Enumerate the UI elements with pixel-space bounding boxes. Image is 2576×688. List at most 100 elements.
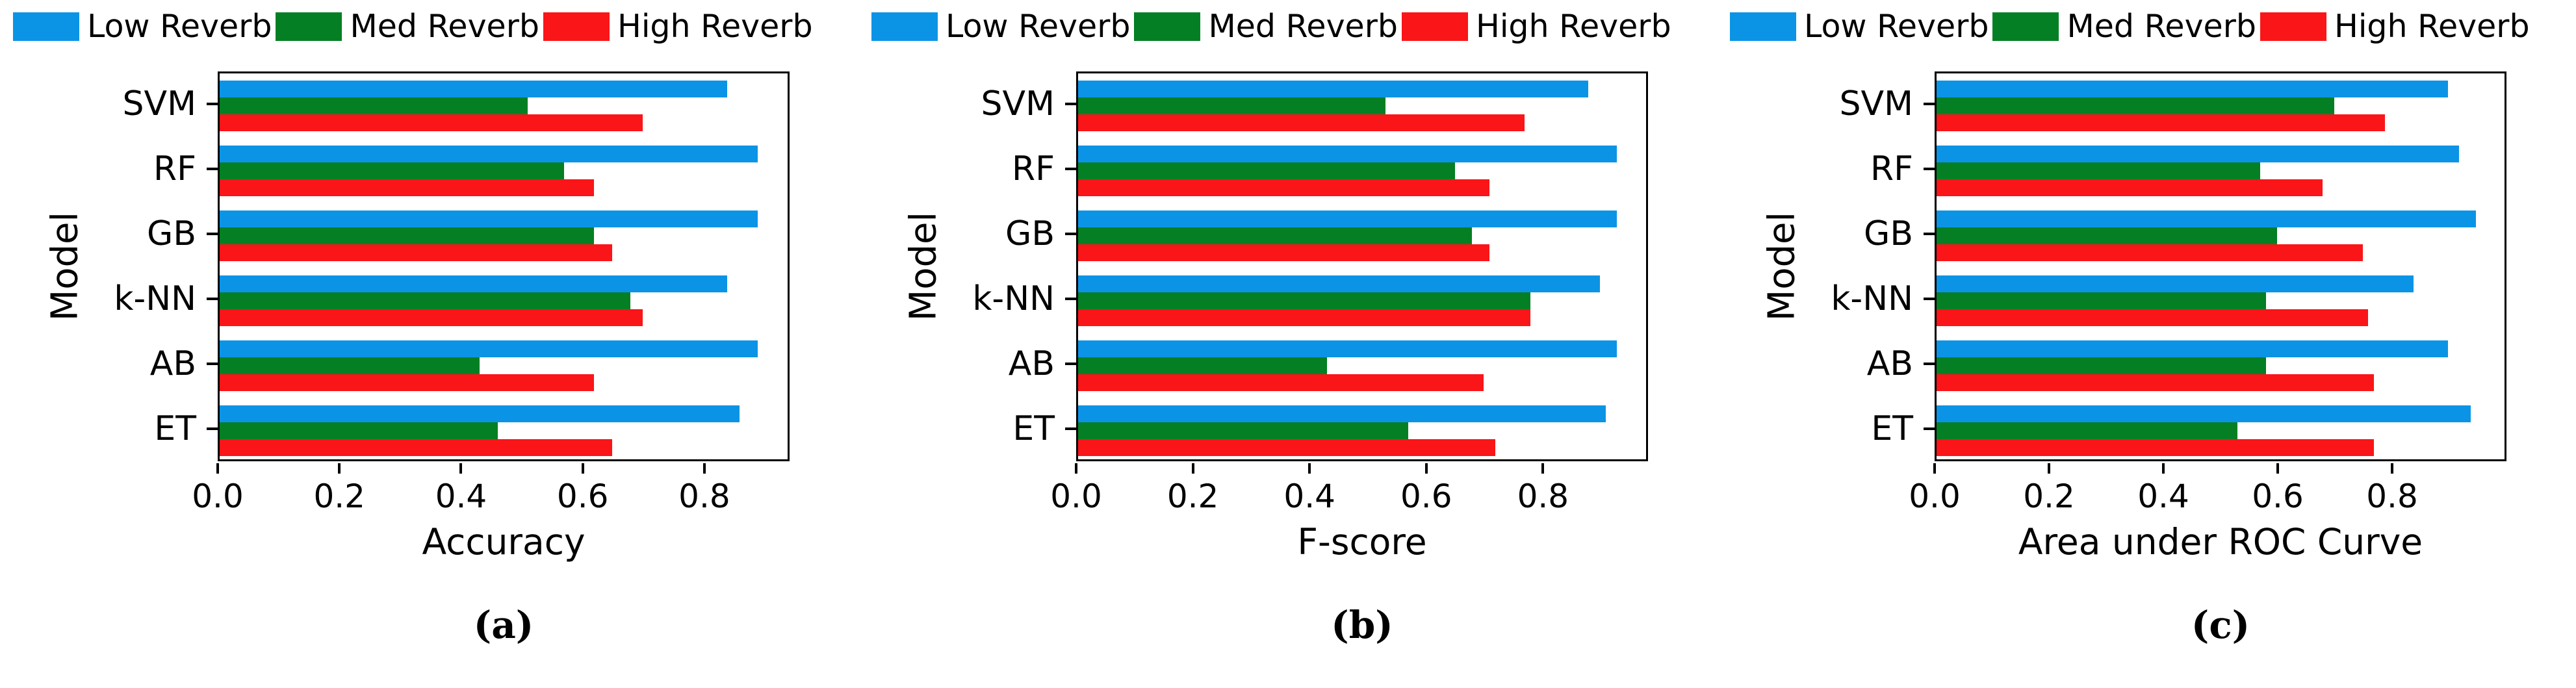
x-tick-mark: [2391, 463, 2393, 474]
bar-group-et: [1937, 398, 2505, 459]
y-tick-mark: [207, 363, 218, 365]
bar-low-reverb: [1937, 405, 2471, 422]
legend-item: High Reverb: [543, 10, 813, 42]
x-tick-label: 0.4: [2137, 478, 2189, 515]
y-tick-label: AB: [1866, 344, 1913, 383]
y-tick-label: RF: [153, 149, 196, 188]
bar-group-svm: [220, 73, 788, 138]
y-tick-label: ET: [1012, 409, 1055, 448]
bar-low-reverb: [220, 275, 728, 292]
bar-group-et: [220, 398, 788, 459]
x-tick-mark: [702, 463, 706, 474]
bar-high-reverb: [220, 114, 643, 131]
chart-panel-c: Low Reverb Med Reverb High Reverb Model Ar…: [1717, 0, 2575, 688]
y-tick-label: k-NN: [1831, 279, 1913, 318]
y-tick-mark: [1065, 427, 1076, 430]
bar-low-reverb: [1078, 275, 1600, 292]
y-tick-mark: [1924, 298, 1935, 300]
y-tick-mark: [1924, 103, 1935, 105]
y-tick-label: GB: [1864, 214, 1913, 253]
y-tick-mark: [207, 103, 218, 105]
y-tick-label: ET: [154, 409, 196, 448]
y-tick-mark: [1065, 298, 1076, 300]
y-tick-mark: [1924, 168, 1935, 170]
bar-high-reverb: [1937, 309, 2369, 326]
legend-item-label: Low Reverb: [1804, 8, 1989, 45]
bar-med-reverb: [1937, 422, 2238, 439]
x-tick-label: 0.4: [435, 478, 487, 515]
chart-panel-a: Low Reverb Med Reverb High Reverb Model Ac…: [0, 0, 858, 688]
bar-low-reverb: [1937, 340, 2448, 357]
bar-group-ab: [1937, 333, 2505, 398]
bar-group-svm: [1937, 73, 2505, 138]
bar-high-reverb: [1937, 374, 2374, 391]
y-tick-mark: [207, 168, 218, 170]
bar-group-k-nn: [1937, 268, 2505, 333]
bar-med-reverb: [220, 422, 498, 439]
legend-swatch-low-reverb: [1730, 12, 1796, 41]
bar-high-reverb: [220, 244, 613, 261]
bar-high-reverb: [1937, 179, 2323, 196]
bar-high-reverb: [1078, 309, 1530, 326]
plot-area: [1935, 71, 2506, 461]
bar-group-gb: [220, 203, 788, 268]
legend-swatch-med-reverb: [276, 12, 342, 41]
bar-high-reverb: [220, 374, 595, 391]
x-tick-mark: [1933, 463, 1936, 474]
x-axis-label: Accuracy: [422, 521, 586, 563]
x-tick-label: 0.0: [1050, 478, 1102, 515]
x-tick-label: 0.0: [1909, 478, 1961, 515]
legend: Low Reverb Med Reverb High Reverb: [871, 10, 1717, 42]
caption: (c): [2191, 603, 2250, 647]
y-tick-label: AB: [1008, 344, 1055, 383]
bar-low-reverb: [1937, 146, 2460, 162]
y-tick-mark: [1924, 427, 1935, 430]
x-tick-label: 0.6: [2252, 478, 2304, 515]
x-tick-mark: [2276, 463, 2279, 474]
bar-high-reverb: [1937, 244, 2363, 261]
bar-low-reverb: [1078, 340, 1617, 357]
bar-med-reverb: [1078, 162, 1455, 179]
bar-low-reverb: [1937, 275, 2414, 292]
bar-low-reverb: [1078, 405, 1606, 422]
x-tick-mark: [2048, 463, 2050, 474]
legend-item-label: Med Reverb: [1208, 8, 1398, 45]
bar-low-reverb: [1078, 210, 1617, 227]
bar-high-reverb: [1937, 439, 2374, 456]
bar-group-rf: [220, 138, 788, 203]
bar-med-reverb: [1937, 162, 2261, 179]
legend-item-label: High Reverb: [617, 8, 813, 45]
bar-high-reverb: [220, 439, 613, 456]
y-tick-mark: [1924, 233, 1935, 235]
bar-med-reverb: [1078, 97, 1385, 114]
x-tick-label: 0.6: [1400, 478, 1452, 515]
plot-area: [1076, 71, 1648, 461]
bar-med-reverb: [1937, 292, 2266, 309]
y-tick-mark: [207, 427, 218, 430]
y-tick-label: AB: [149, 344, 196, 383]
caption: (a): [473, 603, 534, 647]
y-tick-mark: [1065, 363, 1076, 365]
x-tick-label: 0.8: [678, 478, 730, 515]
bar-high-reverb: [220, 179, 595, 196]
legend-item: Low Reverb: [871, 10, 1130, 42]
bar-low-reverb: [220, 340, 758, 357]
legend-item: Low Reverb: [13, 10, 272, 42]
y-tick-mark: [1065, 168, 1076, 170]
legend-item-label: Low Reverb: [87, 8, 272, 45]
x-tick-mark: [1191, 463, 1194, 474]
bar-low-reverb: [1937, 81, 2448, 97]
legend-swatch-low-reverb: [13, 12, 79, 41]
bar-low-reverb: [220, 210, 758, 227]
x-tick-label: 0.2: [2023, 478, 2075, 515]
legend-swatch-med-reverb: [1134, 12, 1201, 41]
x-tick-mark: [216, 463, 219, 474]
y-tick-label: SVM: [1839, 84, 1913, 123]
bar-group-gb: [1078, 203, 1646, 268]
legend-item-label: Low Reverb: [946, 8, 1131, 45]
y-tick-label: k-NN: [114, 279, 196, 318]
y-tick-label: GB: [1005, 214, 1055, 253]
bar-high-reverb: [220, 309, 643, 326]
legend-item: Med Reverb: [276, 10, 539, 42]
